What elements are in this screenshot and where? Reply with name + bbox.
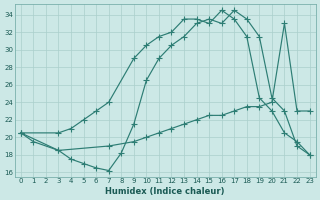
X-axis label: Humidex (Indice chaleur): Humidex (Indice chaleur) — [106, 187, 225, 196]
